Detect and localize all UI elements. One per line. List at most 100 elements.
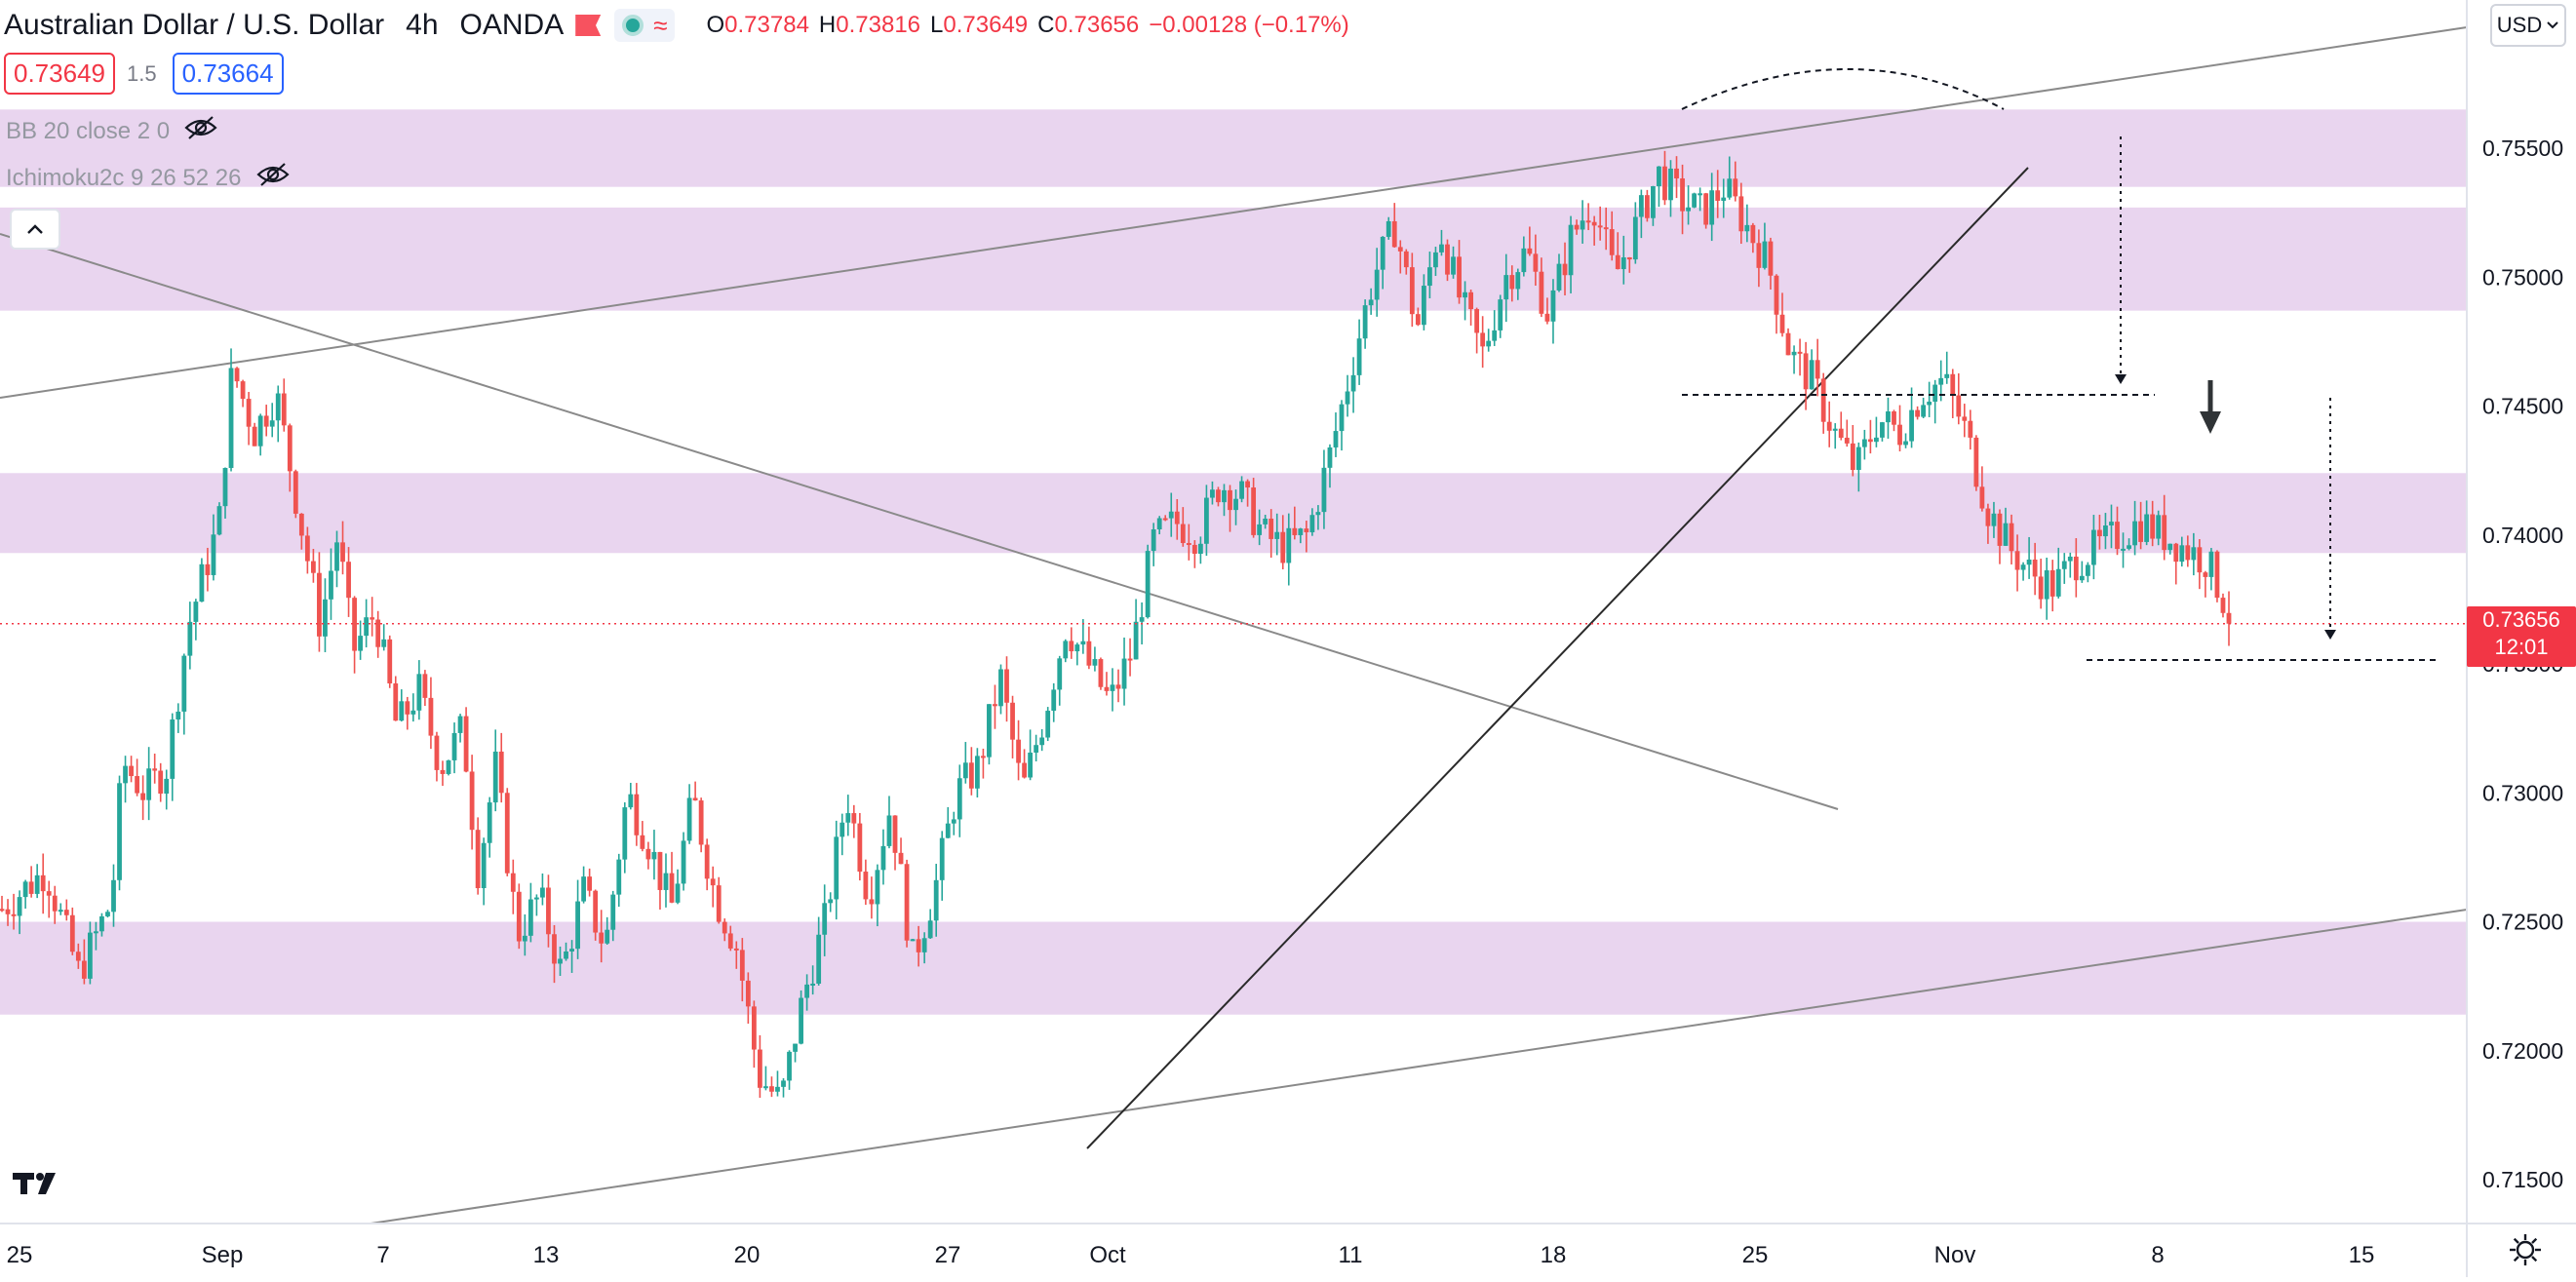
candle — [1585, 203, 1591, 231]
candle — [1191, 540, 1197, 568]
candle — [956, 764, 962, 837]
candle — [834, 820, 839, 920]
candle — [1756, 229, 1762, 288]
quote-buttons[interactable]: 0.73649 1.5 0.73664 — [0, 53, 284, 95]
candle — [346, 547, 351, 617]
candle — [1591, 215, 1597, 246]
candle — [199, 558, 205, 602]
candle — [475, 817, 481, 895]
candle — [105, 910, 110, 918]
candle — [2090, 515, 2096, 580]
candle — [1880, 421, 1885, 442]
candle — [2185, 535, 2191, 567]
candle — [1028, 729, 1034, 781]
candle — [1421, 274, 1426, 330]
candle — [516, 883, 522, 950]
zone-0[interactable] — [0, 109, 2467, 187]
zone-1[interactable] — [0, 207, 2467, 311]
candle — [945, 806, 951, 838]
change-value: −0.00128 (−0.17%) — [1149, 12, 1349, 38]
candle — [170, 713, 176, 801]
candle — [2132, 500, 2137, 556]
candle — [46, 880, 52, 918]
x-tick-label: 18 — [1541, 1242, 1567, 1268]
trend-line-2[interactable] — [370, 909, 2468, 1224]
candle — [1832, 423, 1838, 449]
indicator-bb[interactable]: BB 20 close 2 0 — [6, 115, 218, 147]
trend-line-0[interactable] — [0, 26, 2468, 399]
candle — [1815, 338, 1820, 397]
flag-icon[interactable] — [575, 15, 602, 36]
candle — [1562, 242, 1568, 296]
candle — [428, 677, 434, 750]
y-tick-label: 0.73000 — [2482, 780, 2563, 805]
candle — [1527, 226, 1533, 256]
candle — [2038, 559, 2044, 609]
eye-off-icon[interactable] — [255, 162, 291, 194]
interval-label[interactable]: 4h — [406, 9, 439, 41]
candle — [1239, 476, 1244, 503]
candle — [152, 754, 158, 784]
candle — [1057, 655, 1063, 706]
candle — [1809, 349, 1815, 390]
candle — [1603, 207, 1609, 251]
candle — [1197, 536, 1203, 564]
collapse-legend-button[interactable] — [10, 209, 60, 250]
candle — [422, 670, 428, 707]
x-tick-label: 13 — [533, 1242, 560, 1268]
candle — [252, 422, 257, 447]
candle — [399, 689, 405, 722]
candle — [2032, 542, 2038, 596]
symbol-legend[interactable]: Australian Dollar / U.S. Dollar 4h OANDA… — [0, 6, 1349, 45]
candle — [63, 899, 69, 921]
candle — [810, 965, 816, 995]
zone-2[interactable] — [0, 473, 2467, 554]
tradingview-logo-icon[interactable] — [10, 1162, 64, 1205]
candle — [1409, 253, 1415, 328]
candle — [1686, 185, 1691, 225]
candle — [927, 909, 933, 939]
candle — [634, 783, 640, 846]
candle — [1380, 236, 1386, 290]
candle — [1662, 150, 1667, 206]
sell-button[interactable]: 0.73649 — [4, 53, 115, 95]
x-tick-label: 25 — [7, 1242, 33, 1268]
currency-button[interactable]: USD — [2490, 4, 2566, 47]
y-tick-label: 0.74000 — [2482, 523, 2563, 548]
candle — [1439, 229, 1444, 256]
candle — [587, 868, 593, 897]
candle — [1886, 397, 1891, 439]
open-label: O — [706, 12, 725, 38]
eye-off-icon[interactable] — [183, 115, 218, 147]
candle — [1063, 639, 1069, 663]
trend-line-1[interactable] — [0, 233, 1839, 810]
candle — [1744, 204, 1750, 243]
candle — [599, 910, 605, 963]
zone-3[interactable] — [0, 921, 2467, 1015]
candle — [1962, 404, 1968, 438]
x-tick-label: 15 — [2349, 1242, 2375, 1268]
candle — [22, 879, 28, 909]
head-arc[interactable] — [1681, 68, 2005, 110]
candle — [839, 813, 845, 856]
indicator-ichimoku[interactable]: Ichimoku2c 9 26 52 26 — [6, 162, 291, 194]
candle — [1333, 412, 1339, 457]
candle — [1897, 405, 1902, 452]
candle — [298, 513, 304, 550]
trend-line-3[interactable] — [1086, 167, 2029, 1149]
market-status[interactable]: ≈ — [614, 9, 676, 42]
time-axis[interactable]: 25 Sep 7 13 20 27 Oct 11 18 25 Nov 8 15 — [0, 1223, 2576, 1268]
buy-button[interactable]: 0.73664 — [172, 53, 284, 95]
trend-lines[interactable] — [0, 26, 2468, 1224]
gear-icon[interactable] — [2506, 1230, 2545, 1269]
symbol-title[interactable]: Australian Dollar / U.S. Dollar — [4, 9, 385, 41]
candle — [1186, 524, 1191, 561]
candle — [1844, 419, 1850, 447]
high-value: 0.73816 — [836, 12, 921, 38]
candle — [1362, 299, 1368, 349]
candle — [2115, 506, 2120, 556]
candle — [135, 758, 140, 796]
candle — [2097, 514, 2102, 550]
